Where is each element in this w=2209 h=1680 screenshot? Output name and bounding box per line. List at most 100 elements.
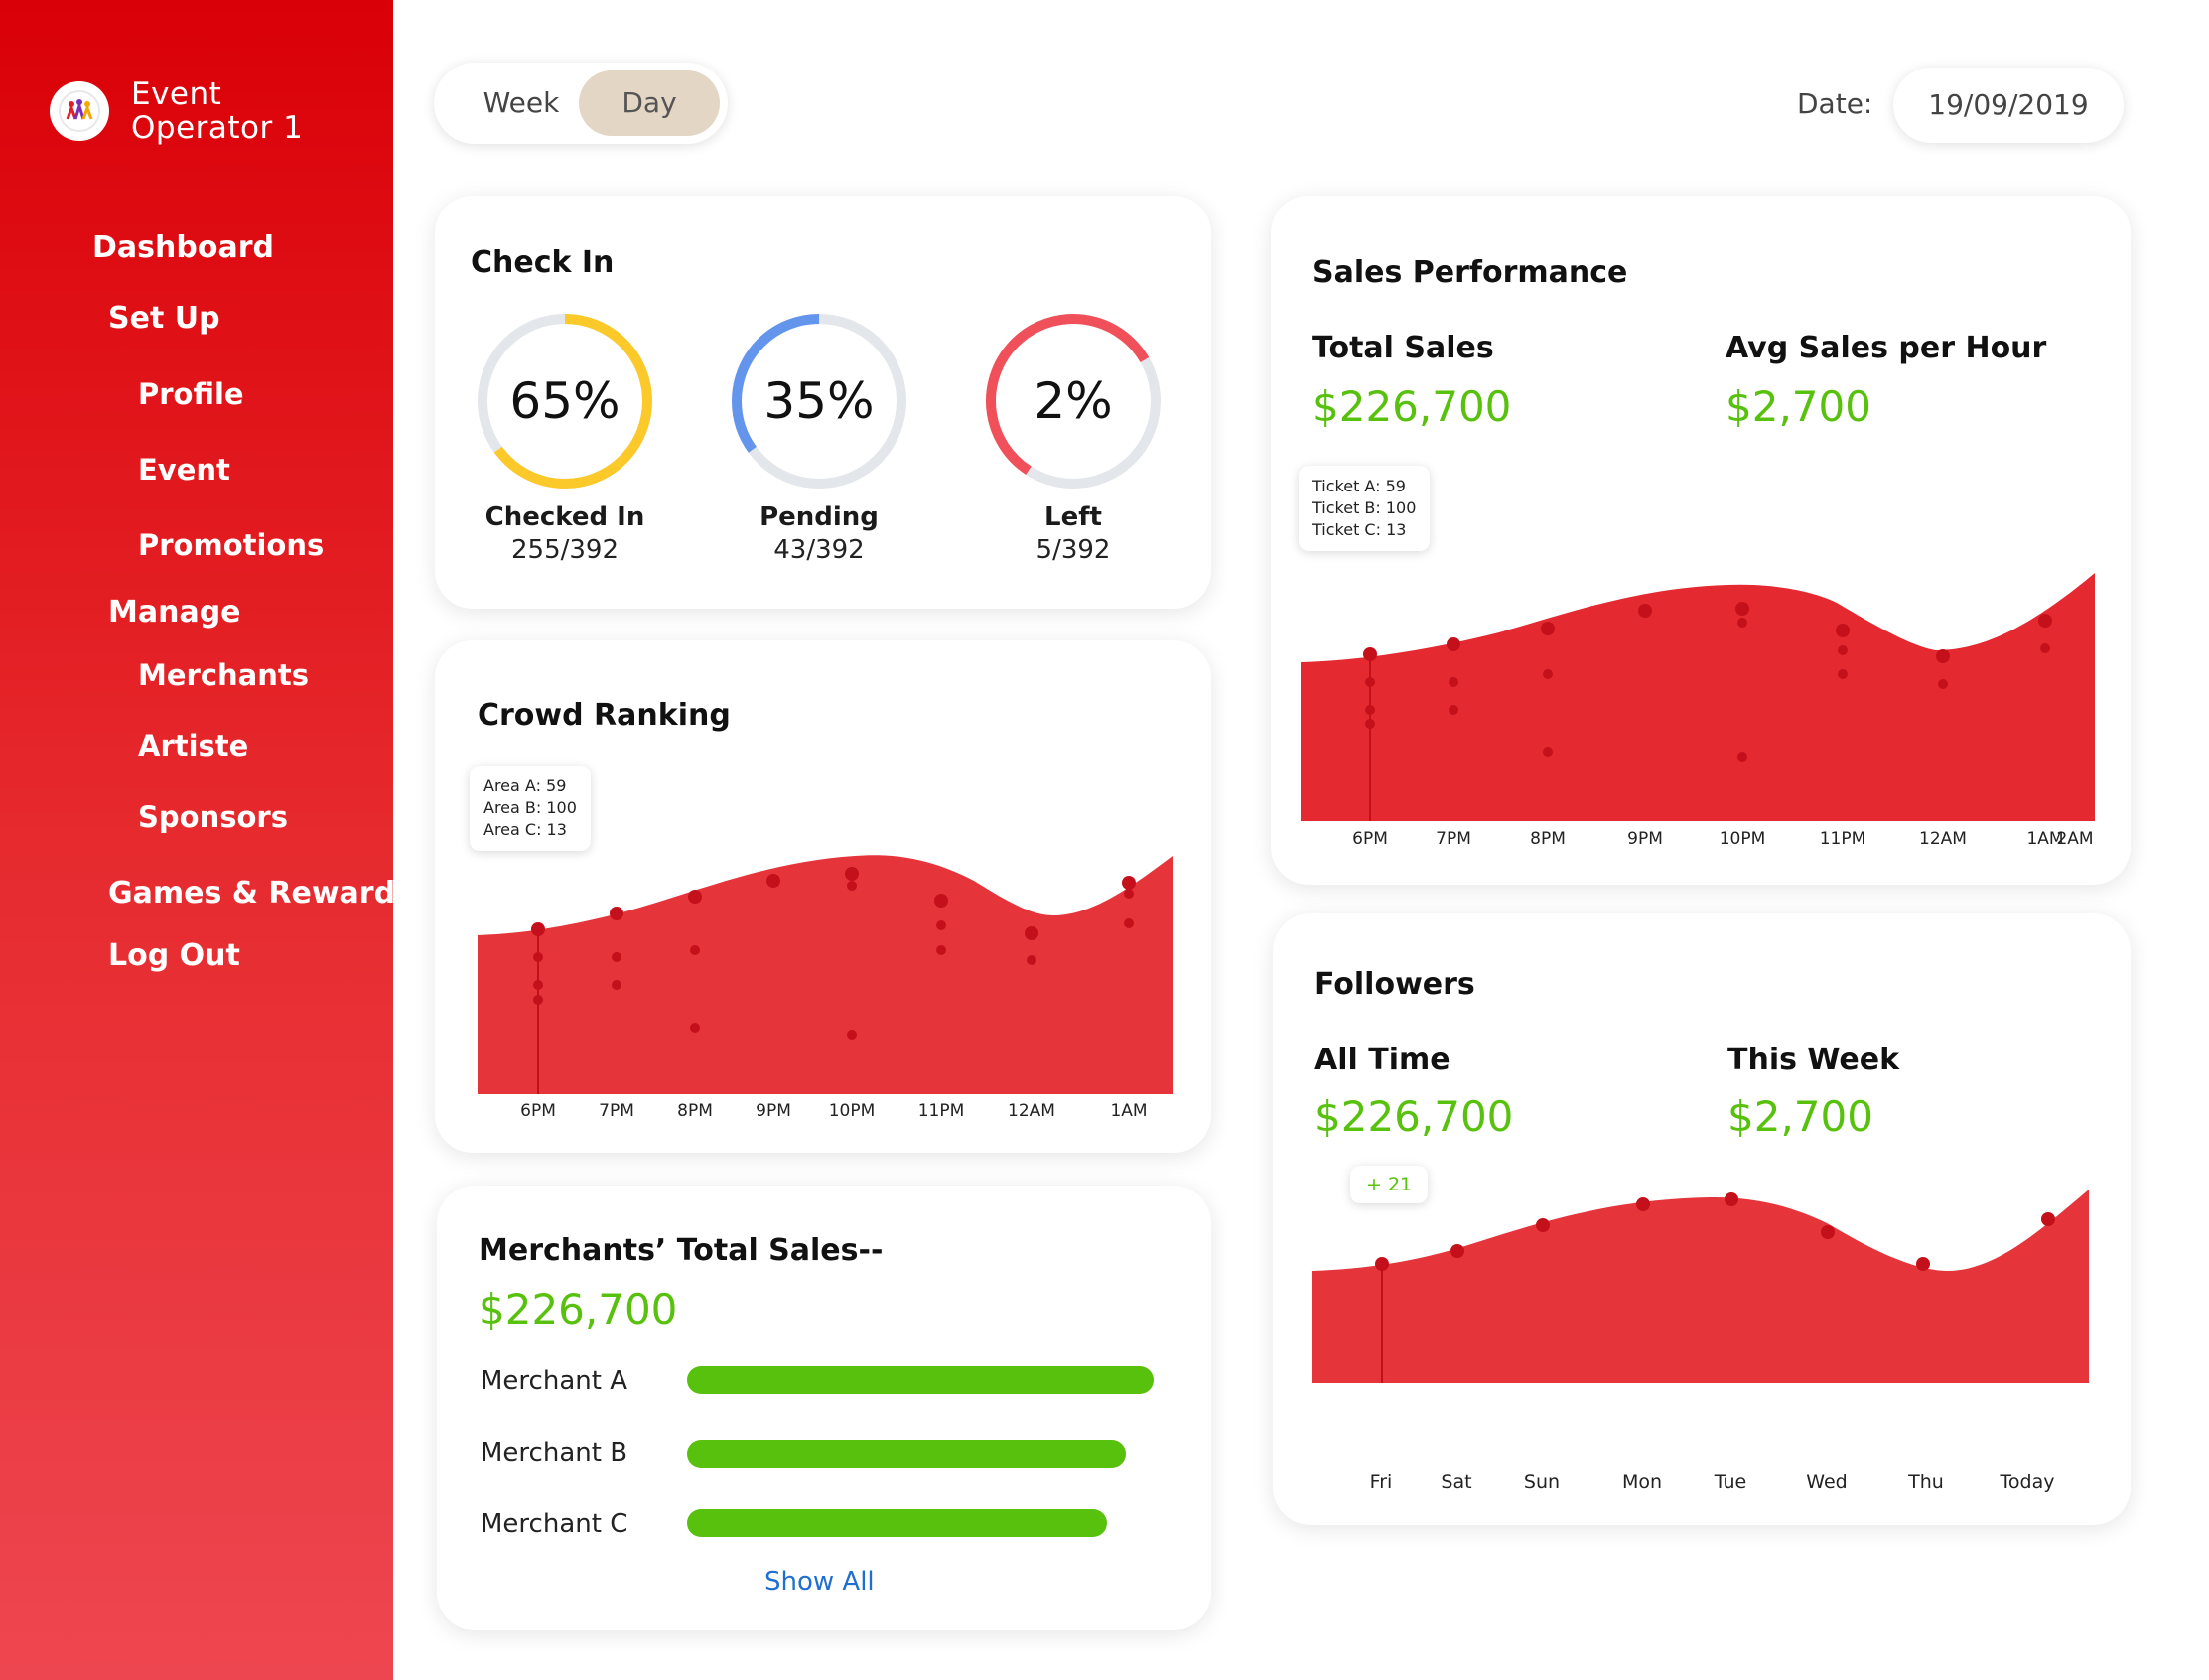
week-day-toggle: Week Day <box>434 63 728 144</box>
check-in-card: Check In 65% Checked In 255/392 35% Pend… <box>435 196 1211 609</box>
crowd-point <box>610 907 623 920</box>
followers-title: Followers <box>1314 967 1475 1002</box>
crowd-x-tick: 9PM <box>756 1101 791 1121</box>
ring-percent: 35% <box>763 372 875 430</box>
nav-logout[interactable]: Log Out <box>108 938 240 973</box>
toggle-week[interactable]: Week <box>483 86 560 119</box>
crowd-point <box>531 922 545 936</box>
sales-tooltip-line: Ticket C: 13 <box>1312 520 1407 539</box>
followers-x-tick: Tue <box>1714 1471 1747 1493</box>
crowd-point <box>936 945 946 955</box>
followers-tooltip: + 21 <box>1350 1166 1429 1203</box>
nav-dashboard[interactable]: Dashboard <box>92 230 274 265</box>
sales-area-chart <box>1301 573 2095 821</box>
crowd-point <box>1027 955 1036 965</box>
crowd-point <box>690 1023 700 1033</box>
sales-point <box>1449 677 1458 687</box>
sales-point <box>1735 602 1749 616</box>
merchant-name: Merchant C <box>481 1509 628 1539</box>
followers-x-tick: Sun <box>1523 1471 1561 1493</box>
nav-event[interactable]: Event <box>138 453 230 487</box>
brand[interactable]: Event Operator 1 <box>50 77 303 145</box>
crowd-point <box>1025 926 1038 940</box>
sales-point <box>1363 647 1377 661</box>
merchants-sales-title: Merchants’ Total Sales-- <box>479 1233 884 1268</box>
crowd-point <box>688 890 702 904</box>
date-field[interactable]: 19/09/2019 <box>1893 68 2124 143</box>
crowd-ranking-title: Crowd Ranking <box>478 698 731 733</box>
crowd-point <box>612 952 621 962</box>
crowd-point <box>612 980 621 990</box>
merchant-name: Merchant A <box>481 1366 627 1396</box>
nav-manage[interactable]: Manage <box>108 595 241 630</box>
check-in-title: Check In <box>471 245 615 280</box>
crowd-point <box>934 894 948 908</box>
merchant-bar <box>687 1509 1107 1537</box>
crowd-point <box>845 867 859 881</box>
avg-sales-value: $2,700 <box>1726 382 1871 431</box>
toggle-day[interactable]: Day <box>579 70 720 136</box>
sales-point <box>1365 719 1375 729</box>
crowd-point <box>766 874 780 888</box>
sales-x-tick: 6PM <box>1352 829 1388 849</box>
ring-percent: 2% <box>1034 372 1113 430</box>
crowd-x-tick: 6PM <box>520 1101 556 1121</box>
crowd-area-fill <box>478 855 1173 1094</box>
followers-x-tick: Mon <box>1621 1471 1663 1493</box>
this-week-label: This Week <box>1727 1043 1900 1077</box>
ring-count: 5/392 <box>1035 535 1111 565</box>
this-week-value: $2,700 <box>1727 1092 1873 1141</box>
crowd-point <box>847 881 857 891</box>
sales-point <box>1449 705 1458 715</box>
ring-left: 2% <box>981 309 1166 493</box>
sales-point <box>1838 669 1848 679</box>
nav-merchants[interactable]: Merchants <box>138 658 310 692</box>
nav-promotions[interactable]: Promotions <box>138 528 325 562</box>
crowd-x-tick: 10PM <box>828 1101 876 1121</box>
sales-point <box>1541 622 1555 635</box>
followers-point <box>1450 1244 1464 1258</box>
crowd-point <box>1124 918 1134 928</box>
ring-count: 255/392 <box>510 535 619 565</box>
sales-tooltip-line: Ticket A: 59 <box>1312 477 1406 495</box>
crowd-x-tick: 8PM <box>677 1101 713 1121</box>
ring-label: Pending <box>759 502 879 532</box>
followers-x-tick: Today <box>2000 1471 2055 1493</box>
sales-point <box>1638 604 1652 618</box>
sales-performance-title: Sales Performance <box>1312 255 1628 290</box>
show-all-link[interactable]: Show All <box>764 1567 875 1597</box>
sales-point <box>1838 645 1848 655</box>
ring-checked-in: 65% <box>473 309 657 493</box>
crowd-area-chart <box>478 855 1173 1094</box>
followers-point <box>1725 1192 1738 1206</box>
crowd-tooltip-line: Area C: 13 <box>483 820 567 839</box>
crowd-point <box>936 920 946 930</box>
sales-point <box>1447 637 1460 651</box>
people-group-logo-icon <box>50 81 109 141</box>
nav-games-rewards[interactable]: Games & Rewards <box>108 876 413 910</box>
sales-x-tick: 12AM <box>1919 829 1967 849</box>
nav-setup[interactable]: Set Up <box>108 301 220 336</box>
ring-label: Left <box>1044 502 1102 532</box>
ring-pending: 35% <box>727 309 911 493</box>
ring-label: Checked In <box>484 502 645 532</box>
brand-line-2: Operator 1 <box>131 110 304 146</box>
followers-point <box>2041 1212 2055 1226</box>
nav-artiste[interactable]: Artiste <box>138 729 249 763</box>
sales-tooltip: Ticket A: 59 Ticket B: 100 Ticket C: 13 <box>1299 466 1431 551</box>
nav-sponsors[interactable]: Sponsors <box>138 800 288 834</box>
followers-point <box>1375 1257 1389 1271</box>
sales-x-tick: 7PM <box>1436 829 1471 849</box>
crowd-tooltip: Area A: 59 Area B: 100 Area C: 13 <box>470 766 591 851</box>
followers-area-chart <box>1312 1190 2089 1383</box>
crowd-point <box>533 980 543 990</box>
merchant-name: Merchant B <box>481 1438 628 1468</box>
crowd-tooltip-line: Area A: 59 <box>483 776 567 795</box>
sales-point <box>1365 677 1375 687</box>
sales-point <box>1938 679 1948 689</box>
followers-point <box>1536 1218 1550 1232</box>
ring-checked-in-chart <box>478 314 652 489</box>
sales-x-tick: 11PM <box>1819 829 1866 849</box>
nav-profile[interactable]: Profile <box>138 377 244 411</box>
all-time-label: All Time <box>1314 1043 1450 1077</box>
